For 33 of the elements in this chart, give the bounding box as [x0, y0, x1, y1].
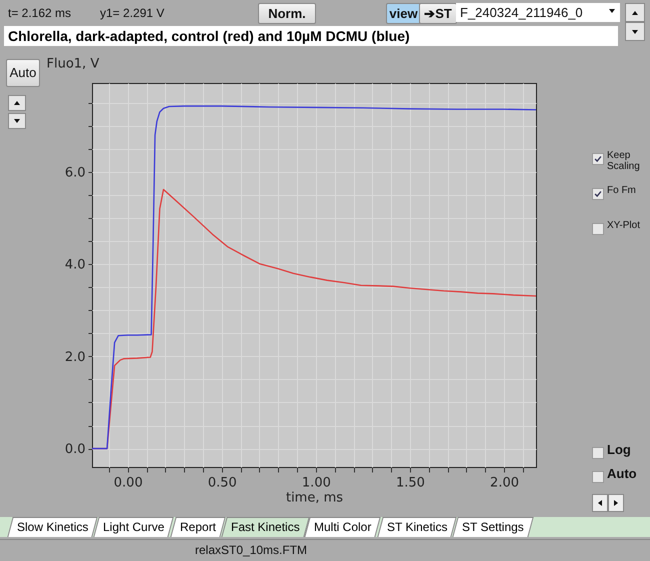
x-tick-label: 0.00: [114, 476, 143, 490]
chart-title: Chlorella, dark-adapted, control (red) and 10µM DCMU (blue): [4, 26, 618, 46]
x-tick-label: 0.50: [208, 476, 237, 490]
text: XY-Plot: [607, 220, 641, 231]
text: Fo Fm: [607, 185, 637, 196]
y-tick-label: 6.0: [64, 165, 86, 180]
text: Auto: [6, 59, 40, 87]
text: Report: [180, 520, 216, 534]
text: t= 2.162 ms: [8, 6, 72, 20]
x-tick-label: 1.00: [302, 476, 331, 490]
y-tick-label: 2.0: [64, 350, 86, 365]
text: F_240324_211946_0: [456, 3, 620, 22]
text: Norm.: [258, 3, 316, 24]
text: relaxST0_10ms.FTM: [195, 543, 308, 557]
text: ST Settings: [462, 520, 524, 534]
y-tick-label: 0.0: [64, 442, 86, 458]
text: Auto: [607, 466, 638, 481]
text: Light Curve: [103, 520, 165, 534]
line-series: [92, 105, 536, 450]
text: Slow Kinetics: [17, 520, 88, 534]
x-tick-label: 1.50: [396, 476, 425, 490]
x-tick-label: 2.00: [490, 476, 519, 490]
y-axis-title: Fluo1, V: [46, 56, 100, 72]
text: y1= 2.291 V: [100, 6, 164, 20]
text: ➔ST: [419, 3, 457, 24]
text: Log: [607, 442, 632, 457]
y-tick-label: 4.0: [64, 258, 86, 273]
text: ST Kinetics: [386, 520, 448, 534]
x-axis-title: time, ms: [286, 490, 344, 506]
text: Keep Scaling: [607, 150, 641, 172]
text: view: [386, 3, 421, 24]
text: Multi Color: [314, 520, 372, 534]
text: Fast Kinetics: [230, 520, 300, 534]
